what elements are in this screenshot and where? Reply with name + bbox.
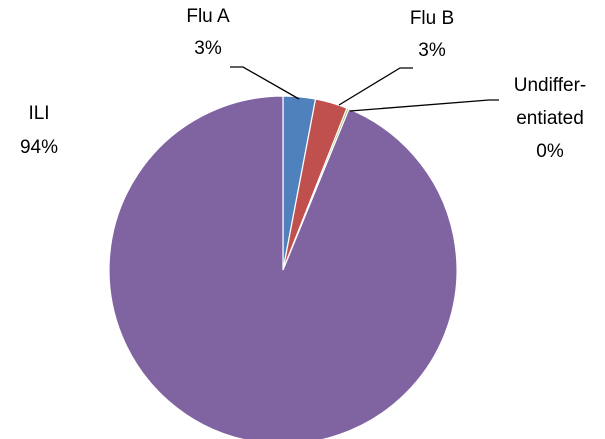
slice-label-undifferentiated: Undiffer-entiated 0% — [514, 75, 587, 162]
slice-label-ili: ILI 94% — [20, 103, 58, 158]
slice-label-line: 3% — [194, 38, 222, 59]
slice-label-line: ILI — [28, 103, 49, 124]
pie-slice-ili — [108, 95, 458, 439]
leader-line-flu-a — [230, 66, 300, 100]
slice-label-flu-b: Flu B 3% — [410, 8, 454, 61]
slice-label-line: 94% — [20, 137, 58, 158]
slice-label-line: Flu B — [410, 8, 454, 29]
slice-label-line: Undiffer- — [514, 75, 587, 96]
slice-label-line: Flu A — [186, 6, 230, 27]
slice-label-flu-a: Flu A 3% — [186, 6, 230, 59]
slice-label-line: 0% — [536, 141, 564, 162]
slice-label-line: 3% — [418, 40, 446, 61]
leader-line-flu-b — [338, 67, 413, 106]
slice-label-line: entiated — [516, 108, 584, 129]
leader-line-undifferentiated — [349, 99, 499, 112]
